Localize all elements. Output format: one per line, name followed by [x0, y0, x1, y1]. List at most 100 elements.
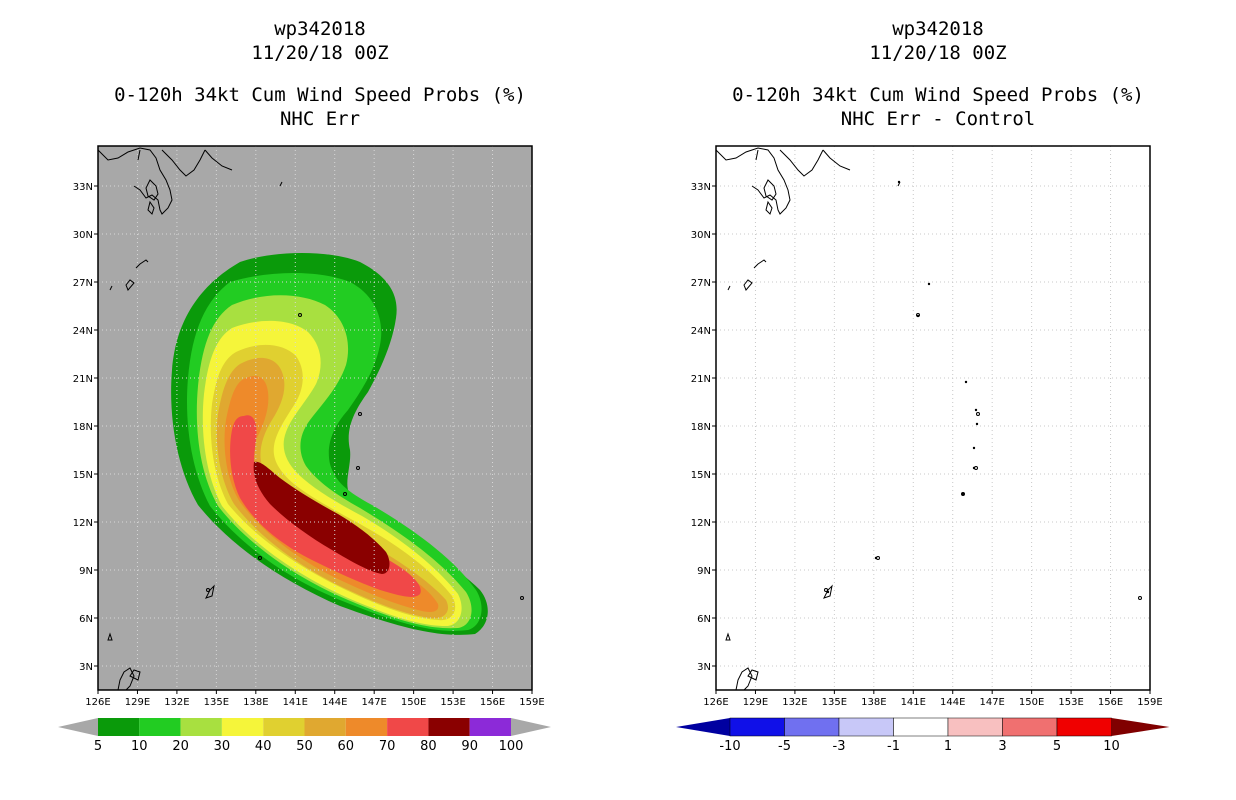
legend-arrow-high [1111, 718, 1170, 736]
legend-swatch [784, 717, 840, 737]
left-title-variant: NHC Err [279, 108, 361, 130]
x-tick-label: 138E [243, 697, 268, 708]
legend-label: 10 [131, 739, 148, 754]
coastline [107, 632, 113, 641]
legend-label: 90 [461, 739, 478, 754]
legend-swatch [221, 718, 264, 736]
island [520, 596, 524, 600]
legend-label: 40 [255, 739, 272, 754]
legend-label: 70 [379, 739, 396, 754]
coastline [145, 179, 159, 201]
legend-swatch [469, 718, 511, 736]
legend-swatch [428, 718, 470, 736]
y-tick-label: 18N [691, 422, 711, 433]
legend-swatch [180, 718, 222, 736]
left-title-datetime: 11/20/18 00Z [251, 42, 389, 64]
legend-label: -1 [887, 739, 900, 754]
island [916, 314, 920, 318]
island [824, 588, 828, 592]
y-tick-label: 6N [79, 614, 93, 625]
coastline [735, 667, 753, 691]
x-tick-label: 156E [480, 697, 505, 708]
right-title: wp342018 11/20/18 00Z 0-120h 34kt Cum Wi… [658, 17, 1218, 131]
legend-label: 3 [998, 739, 1006, 754]
x-tick-label: 132E [782, 697, 807, 708]
island [976, 412, 980, 416]
y-tick-label: 24N [691, 326, 711, 337]
legend-swatch [263, 718, 305, 736]
coastline [725, 632, 731, 641]
legend-label: -3 [833, 739, 846, 754]
coastline [779, 149, 824, 177]
coastline [135, 259, 149, 269]
right-title-storm: wp342018 [892, 18, 984, 40]
island [972, 446, 976, 450]
coastline [715, 147, 791, 215]
legend-swatch [893, 717, 949, 737]
island [826, 590, 830, 594]
left-title: wp342018 11/20/18 00Z 0-120h 34kt Cum Wi… [40, 17, 600, 131]
island [356, 466, 360, 470]
y-tick-label: 27N [691, 278, 711, 289]
legend-swatch [947, 717, 1003, 737]
island [964, 380, 968, 384]
coastline [147, 200, 155, 215]
x-tick-label: 150E [401, 697, 426, 708]
island [974, 408, 978, 412]
legend-swatch [98, 718, 140, 736]
x-tick-label: 153E [1058, 697, 1083, 708]
coastline [204, 149, 233, 171]
coastline [747, 669, 759, 681]
left-title-storm: wp342018 [274, 18, 366, 40]
x-tick-label: 135E [822, 697, 847, 708]
legend-swatch [1056, 717, 1112, 737]
x-tick-label: 147E [361, 697, 386, 708]
island [358, 412, 362, 416]
island [206, 588, 210, 592]
coastline [161, 149, 206, 177]
x-tick-label: 153E [440, 697, 465, 708]
legend-label: 50 [296, 739, 313, 754]
legend-label: 5 [94, 739, 102, 754]
y-tick-label: 12N [73, 518, 93, 529]
y-tick-label: 33N [691, 182, 711, 193]
x-tick-label: 132E [164, 697, 189, 708]
island [927, 282, 931, 286]
y-tick-label: 15N [691, 470, 711, 481]
x-tick-label: 138E [861, 697, 886, 708]
y-tick-label: 18N [73, 422, 93, 433]
x-tick-label: 144E [940, 697, 965, 708]
y-tick-label: 6N [697, 614, 711, 625]
x-tick-label: 129E [125, 697, 150, 708]
x-tick-label: 141E [283, 697, 308, 708]
island [343, 492, 347, 496]
y-tick-label: 21N [73, 374, 93, 385]
plot-frame [715, 145, 1151, 691]
island [897, 180, 901, 184]
legend-swatch [304, 718, 346, 736]
right-title-datetime: 11/20/18 00Z [869, 42, 1007, 64]
x-tick-label: 141E [901, 697, 926, 708]
legend-swatch [139, 718, 181, 736]
y-tick-label: 21N [691, 374, 711, 385]
y-tick-label: 27N [73, 278, 93, 289]
island [258, 556, 262, 560]
x-tick-label: 135E [204, 697, 229, 708]
x-tick-label: 159E [519, 697, 544, 708]
legend-label: 10 [1103, 739, 1120, 754]
legend-arrow-low [58, 718, 98, 736]
x-tick-label: 159E [1137, 697, 1162, 708]
left-map: 126E 129E 132E 135E 138E 141E 144E 147E 150E 153E… [58, 145, 551, 754]
legend-label: 30 [214, 739, 231, 754]
legend-label: 5 [1053, 739, 1061, 754]
legend-label: 60 [338, 739, 355, 754]
legend-swatch [387, 718, 429, 736]
x-tick-label: 126E [85, 697, 110, 708]
plot-frame [97, 145, 533, 691]
legend-arrow-low [676, 718, 730, 736]
y-tick-label: 3N [79, 662, 93, 673]
legend-label: 100 [499, 739, 524, 754]
map-background [716, 146, 1150, 690]
legend-swatch [345, 718, 388, 736]
coastline [137, 149, 141, 161]
